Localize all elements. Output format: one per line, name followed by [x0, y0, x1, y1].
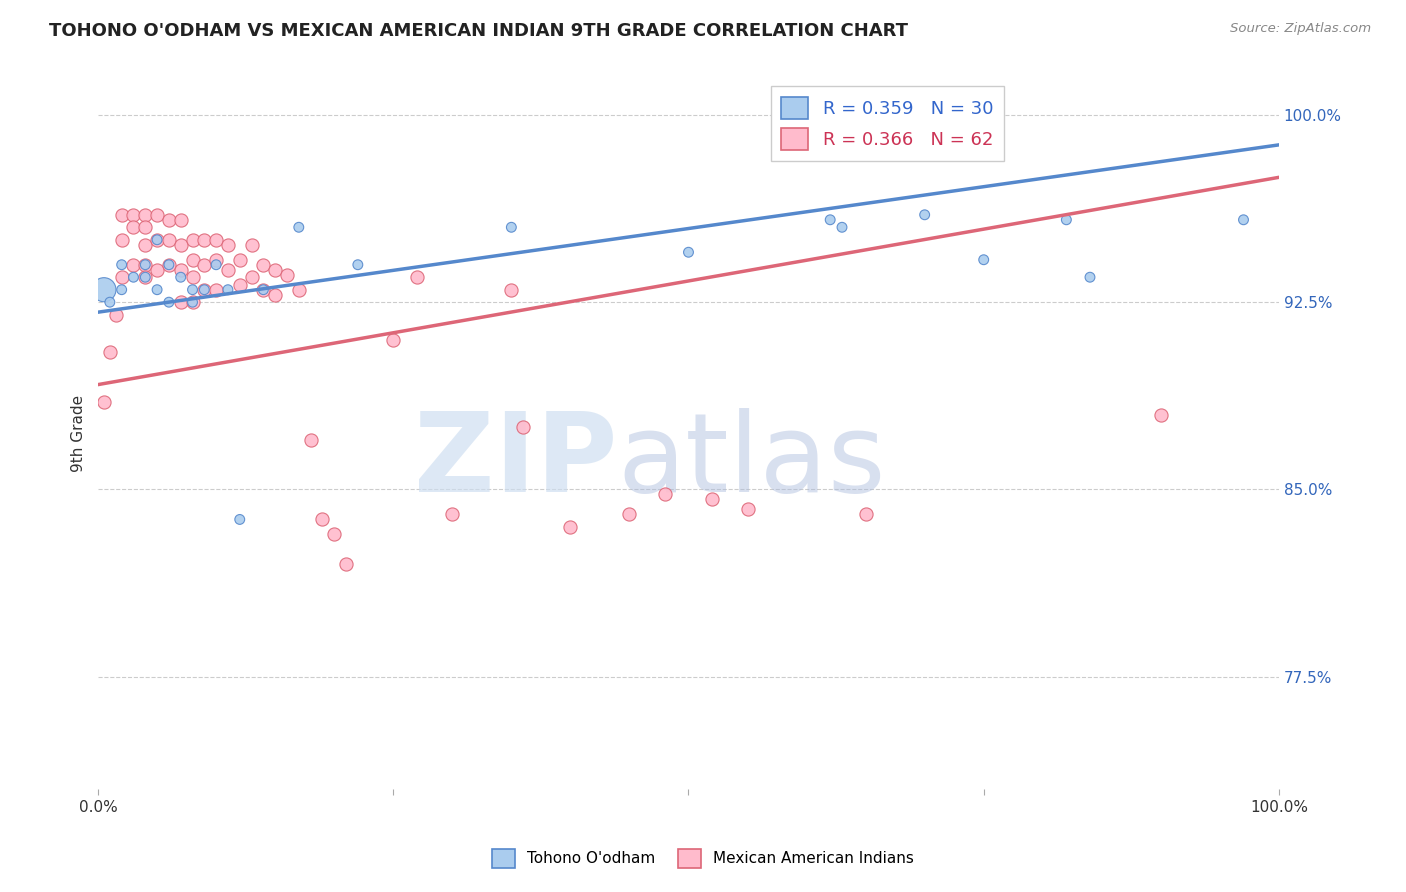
Point: [193, 283, 215, 297]
Point: [157, 295, 180, 310]
Point: [512, 420, 534, 434]
Point: [818, 212, 841, 227]
Point: [229, 512, 252, 526]
Point: [93, 395, 115, 409]
Point: [700, 492, 723, 507]
Point: [678, 245, 700, 260]
Point: [217, 283, 239, 297]
Point: [111, 270, 134, 285]
Point: [170, 295, 193, 310]
Point: [406, 270, 429, 285]
Point: [855, 508, 877, 522]
Point: [181, 283, 204, 297]
Point: [288, 283, 311, 297]
Point: [240, 270, 263, 285]
Point: [229, 277, 252, 292]
Point: [146, 262, 169, 277]
Point: [134, 270, 156, 285]
Point: [347, 258, 370, 272]
Point: [93, 283, 115, 297]
Point: [205, 283, 228, 297]
Legend: Tohono O'odham, Mexican American Indians: Tohono O'odham, Mexican American Indians: [485, 843, 921, 873]
Point: [134, 258, 156, 272]
Text: atlas: atlas: [617, 409, 886, 516]
Point: [288, 220, 311, 235]
Point: [973, 252, 995, 267]
Point: [217, 262, 239, 277]
Point: [501, 283, 523, 297]
Point: [240, 237, 263, 252]
Point: [122, 270, 145, 285]
Point: [104, 308, 127, 322]
Point: [1054, 212, 1077, 227]
Point: [193, 233, 215, 247]
Point: [157, 212, 180, 227]
Text: Source: ZipAtlas.com: Source: ZipAtlas.com: [1230, 22, 1371, 36]
Point: [276, 268, 298, 282]
Point: [193, 258, 215, 272]
Point: [157, 258, 180, 272]
Y-axis label: 9th Grade: 9th Grade: [72, 395, 86, 472]
Point: [441, 508, 464, 522]
Point: [181, 295, 204, 310]
Point: [217, 237, 239, 252]
Point: [98, 345, 121, 359]
Point: [252, 283, 274, 297]
Point: [229, 252, 252, 267]
Point: [157, 233, 180, 247]
Point: [134, 258, 156, 272]
Point: [264, 262, 287, 277]
Point: [181, 270, 204, 285]
Point: [134, 220, 156, 235]
Point: [619, 508, 641, 522]
Point: [205, 233, 228, 247]
Point: [146, 208, 169, 222]
Point: [134, 270, 156, 285]
Point: [205, 252, 228, 267]
Text: ZIP: ZIP: [415, 409, 617, 516]
Point: [111, 283, 134, 297]
Point: [146, 233, 169, 247]
Point: [170, 237, 193, 252]
Point: [299, 433, 322, 447]
Point: [382, 333, 405, 347]
Text: TOHONO O'ODHAM VS MEXICAN AMERICAN INDIAN 9TH GRADE CORRELATION CHART: TOHONO O'ODHAM VS MEXICAN AMERICAN INDIA…: [49, 22, 908, 40]
Point: [831, 220, 853, 235]
Point: [252, 258, 274, 272]
Point: [170, 270, 193, 285]
Point: [205, 258, 228, 272]
Point: [311, 512, 333, 526]
Point: [146, 233, 169, 247]
Point: [170, 212, 193, 227]
Point: [157, 258, 180, 272]
Point: [560, 520, 582, 534]
Point: [181, 295, 204, 310]
Point: [1078, 270, 1101, 285]
Point: [193, 283, 215, 297]
Point: [1232, 212, 1254, 227]
Point: [914, 208, 936, 222]
Point: [111, 258, 134, 272]
Point: [737, 502, 759, 516]
Point: [134, 237, 156, 252]
Point: [170, 262, 193, 277]
Point: [264, 287, 287, 301]
Point: [323, 527, 346, 541]
Point: [98, 295, 121, 310]
Point: [122, 208, 145, 222]
Point: [134, 208, 156, 222]
Point: [654, 487, 676, 501]
Point: [252, 283, 274, 297]
Point: [122, 220, 145, 235]
Point: [501, 220, 523, 235]
Legend: R = 0.359   N = 30, R = 0.366   N = 62: R = 0.359 N = 30, R = 0.366 N = 62: [770, 87, 1004, 161]
Point: [111, 233, 134, 247]
Point: [146, 283, 169, 297]
Point: [335, 558, 357, 572]
Point: [122, 258, 145, 272]
Point: [181, 233, 204, 247]
Point: [181, 252, 204, 267]
Point: [1150, 408, 1173, 422]
Point: [111, 208, 134, 222]
